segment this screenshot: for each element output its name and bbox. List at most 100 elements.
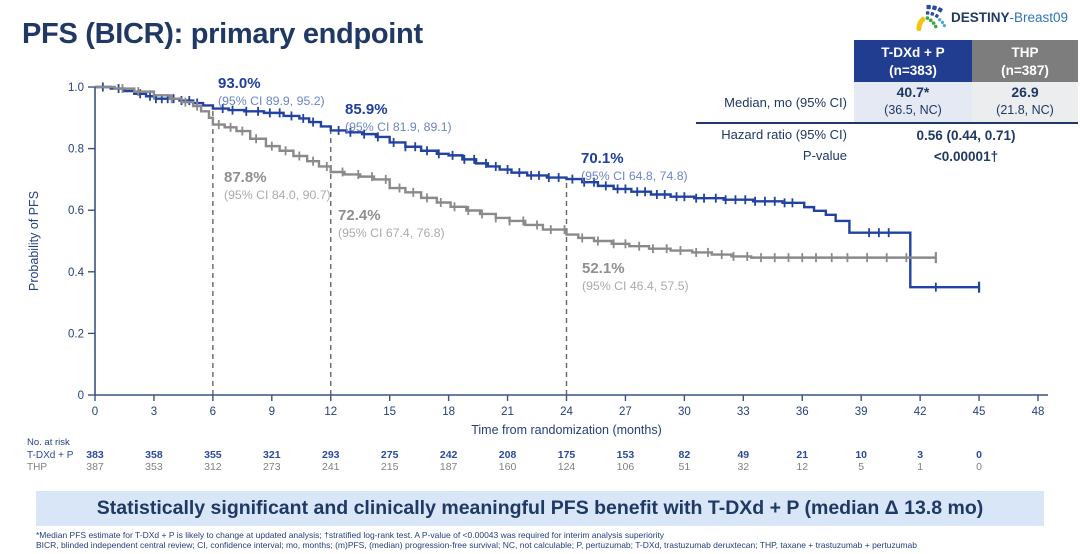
svg-text:0: 0 <box>92 406 98 418</box>
svg-text:0.2: 0.2 <box>68 328 84 340</box>
results-table: T-DXd + P (n=383) THP (n=387) Median, mo… <box>696 40 1078 166</box>
svg-text:(95% CI 84.0, 90.7): (95% CI 84.0, 90.7) <box>224 188 331 202</box>
svg-text:0: 0 <box>976 461 982 473</box>
svg-text:93.0%: 93.0% <box>218 75 261 92</box>
column-label: THP <box>1011 45 1039 60</box>
svg-text:0.4: 0.4 <box>68 267 85 279</box>
median-row-label: Median, mo (95% CI) <box>724 94 847 110</box>
svg-text:0: 0 <box>976 449 982 461</box>
axes: 0 3 6 9 12 15 18 21 24 27 30 33 36 39 42 45 481.00.80.60… <box>27 82 1048 437</box>
svg-text:215: 215 <box>381 461 399 473</box>
svg-text:273: 273 <box>263 461 281 473</box>
svg-text:187: 187 <box>440 461 458 473</box>
study-logo-text: DESTINY-Breast09 <box>951 10 1068 25</box>
svg-text:1.0: 1.0 <box>68 82 84 94</box>
svg-text:36: 36 <box>796 406 809 418</box>
hazard-ratio-value: 0.56 (0.44, 0.71) <box>916 128 1016 144</box>
svg-text:353: 353 <box>145 461 163 473</box>
svg-text:42: 42 <box>914 406 927 418</box>
svg-text:12: 12 <box>796 461 808 473</box>
svg-text:383: 383 <box>86 449 104 461</box>
header-spacer <box>696 40 854 82</box>
svg-text:49: 49 <box>737 449 749 461</box>
svg-text:312: 312 <box>204 461 222 473</box>
svg-text:(95% CI 64.8, 74.8): (95% CI 64.8, 74.8) <box>581 169 688 183</box>
svg-text:(95% CI 67.4, 76.8): (95% CI 67.4, 76.8) <box>338 226 445 240</box>
svg-text:32: 32 <box>737 461 749 473</box>
median-row: Median, mo (95% CI) 40.7* (36.5, NC) 26.… <box>696 82 1078 125</box>
svg-text:30: 30 <box>678 406 691 418</box>
svg-text:T-DXd + P: T-DXd + P <box>27 450 74 461</box>
km-series-thp <box>95 84 937 264</box>
svg-text:10: 10 <box>855 449 867 461</box>
svg-text:45: 45 <box>973 406 986 418</box>
p-value-value: <0.00001† <box>933 149 999 165</box>
svg-text:9: 9 <box>269 406 275 418</box>
p-value-label: P-value <box>802 148 847 164</box>
svg-text:275: 275 <box>381 449 399 461</box>
svg-text:3: 3 <box>917 449 923 461</box>
footnote-line-2: BICR, blinded independent central review… <box>36 540 917 550</box>
hazard-ratio-label: Hazard ratio (95% CI) <box>721 127 847 143</box>
study-name: DESTINY <box>950 10 1010 25</box>
svg-text:21: 21 <box>796 449 808 461</box>
svg-text:0.6: 0.6 <box>68 205 84 217</box>
svg-text:48: 48 <box>1032 406 1045 418</box>
footnote-line-1: *Median PFS estimate for T-DXd + P is li… <box>36 530 665 540</box>
column-n: (n=383) <box>889 62 937 78</box>
svg-text:72.4%: 72.4% <box>338 207 381 224</box>
svg-text:5: 5 <box>858 461 864 473</box>
svg-text:355: 355 <box>204 449 222 461</box>
svg-text:33: 33 <box>737 406 750 418</box>
svg-text:70.1%: 70.1% <box>581 150 624 167</box>
p-value-row: P-value <0.00001† <box>696 145 1078 166</box>
svg-text:160: 160 <box>499 461 517 473</box>
svg-text:153: 153 <box>617 449 635 461</box>
km-chart: 0 3 6 9 12 15 18 21 24 27 30 33 36 39 42 45 481.00.80.60… <box>27 75 1048 473</box>
column-n: (n=387) <box>1001 62 1049 78</box>
svg-text:(95% CI 46.4, 57.5): (95% CI 46.4, 57.5) <box>582 279 689 293</box>
svg-text:52.1%: 52.1% <box>582 260 625 277</box>
y-axis-title: Probability of PFS <box>27 191 41 291</box>
median-main: 26.9 <box>1011 84 1039 101</box>
svg-text:242: 242 <box>440 449 458 461</box>
column-header-tdxd: T-DXd + P (n=383) <box>854 40 972 83</box>
svg-text:241: 241 <box>322 461 340 473</box>
svg-text:15: 15 <box>383 406 396 418</box>
svg-text:85.9%: 85.9% <box>345 101 388 118</box>
svg-text:106: 106 <box>617 461 635 473</box>
median-ci: (21.8, NC) <box>996 102 1054 117</box>
svg-text:51: 51 <box>679 461 691 473</box>
svg-text:208: 208 <box>499 449 517 461</box>
svg-text:21: 21 <box>501 406 514 418</box>
svg-text:0.8: 0.8 <box>68 144 84 156</box>
x-axis-title: Time from randomization (months) <box>471 423 662 437</box>
hazard-ratio-row: Hazard ratio (95% CI) 0.56 (0.44, 0.71) <box>696 124 1078 145</box>
svg-text:82: 82 <box>679 449 691 461</box>
results-table-header: T-DXd + P (n=383) THP (n=387) <box>696 40 1078 83</box>
landmark-dashed-lines <box>212 108 568 395</box>
destiny-fan-icon <box>916 4 946 31</box>
svg-text:27: 27 <box>619 406 632 418</box>
median-ci: (36.5, NC) <box>884 102 942 117</box>
svg-text:THP: THP <box>27 462 47 473</box>
landmark-annotations: 93.0% (95% CI 89.9, 95.2) 85.9% (95% CI 81.… <box>218 75 689 293</box>
svg-text:321: 321 <box>263 449 281 461</box>
svg-text:39: 39 <box>855 406 868 418</box>
svg-text:175: 175 <box>558 449 576 461</box>
conclusion-banner: Statistically significant and clinically… <box>36 491 1044 526</box>
svg-text:(95% CI 89.9, 95.2): (95% CI 89.9, 95.2) <box>218 94 325 108</box>
median-main: 40.7* <box>896 84 930 101</box>
footnotes: *Median PFS estimate for T-DXd + P is li… <box>36 530 1066 550</box>
column-label: T-DXd + P <box>881 45 945 60</box>
median-value-thp: 26.9 (21.8, NC) <box>972 82 1078 123</box>
median-value-tdxd: 40.7* (36.5, NC) <box>854 82 972 123</box>
svg-text:No. at risk: No. at risk <box>27 437 70 448</box>
svg-text:1: 1 <box>917 461 923 473</box>
svg-text:358: 358 <box>145 449 163 461</box>
column-header-thp: THP (n=387) <box>972 40 1078 83</box>
study-logo: DESTINY-Breast09 <box>915 4 1068 31</box>
svg-text:387: 387 <box>86 461 104 473</box>
svg-text:87.8%: 87.8% <box>224 169 267 186</box>
